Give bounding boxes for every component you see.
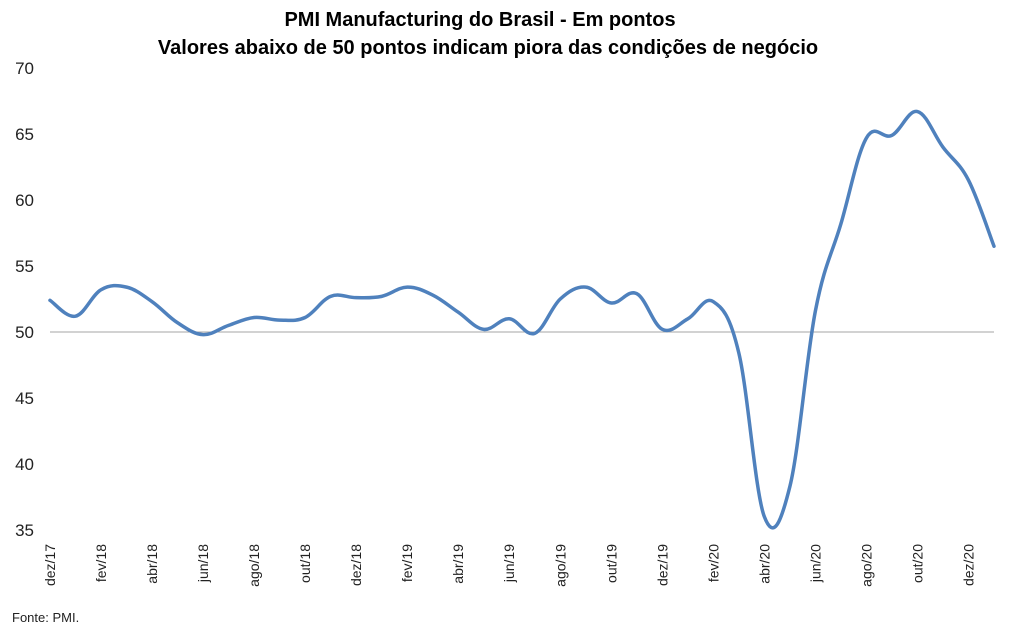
chart-subtitle: Valores abaixo de 50 pontos indicam pior…: [158, 37, 818, 59]
y-axis: 35 40 45 50 55 60 65 70: [15, 59, 34, 540]
x-tick-label: out/20: [909, 544, 925, 583]
x-tick-label: out/19: [603, 544, 619, 583]
y-tick-label: 60: [15, 191, 34, 210]
x-tick-label: ago/18: [246, 544, 262, 587]
y-tick-label: 40: [15, 455, 34, 474]
chart-title: PMI Manufacturing do Brasil - Em pontos: [284, 9, 675, 31]
x-tick-label: fev/20: [705, 544, 721, 582]
y-tick-label: 55: [15, 257, 34, 276]
x-tick-label: abr/19: [450, 544, 466, 584]
series-group: [48, 109, 996, 530]
source-note: Fonte: PMI.: [12, 610, 80, 625]
x-tick-label: jun/18: [195, 544, 211, 583]
x-tick-label: abr/18: [144, 544, 160, 584]
x-tick-label: ago/19: [552, 544, 568, 587]
y-tick-label: 45: [15, 389, 34, 408]
x-tick-label: jun/20: [807, 544, 823, 583]
x-tick-label: fev/19: [399, 544, 415, 582]
x-tick-label: out/18: [297, 544, 313, 583]
x-tick-label: dez/17: [42, 544, 58, 586]
x-tick-label: dez/18: [348, 544, 364, 586]
x-tick-label: ago/20: [858, 544, 874, 587]
y-tick-label: 35: [15, 521, 34, 540]
y-tick-label: 65: [15, 125, 34, 144]
pmi-series-line: [48, 109, 996, 530]
x-tick-label: abr/20: [756, 544, 772, 584]
x-tick-label: fev/18: [93, 544, 109, 582]
x-tick-label: dez/20: [960, 544, 976, 586]
x-tick-label: jun/19: [501, 544, 517, 583]
y-tick-label: 50: [15, 323, 34, 342]
y-tick-label: 70: [15, 59, 34, 78]
x-tick-label: dez/19: [654, 544, 670, 586]
x-axis: dez/17 fev/18 abr/18 jun/18 ago/18 out/18 dez/…: [42, 544, 976, 587]
